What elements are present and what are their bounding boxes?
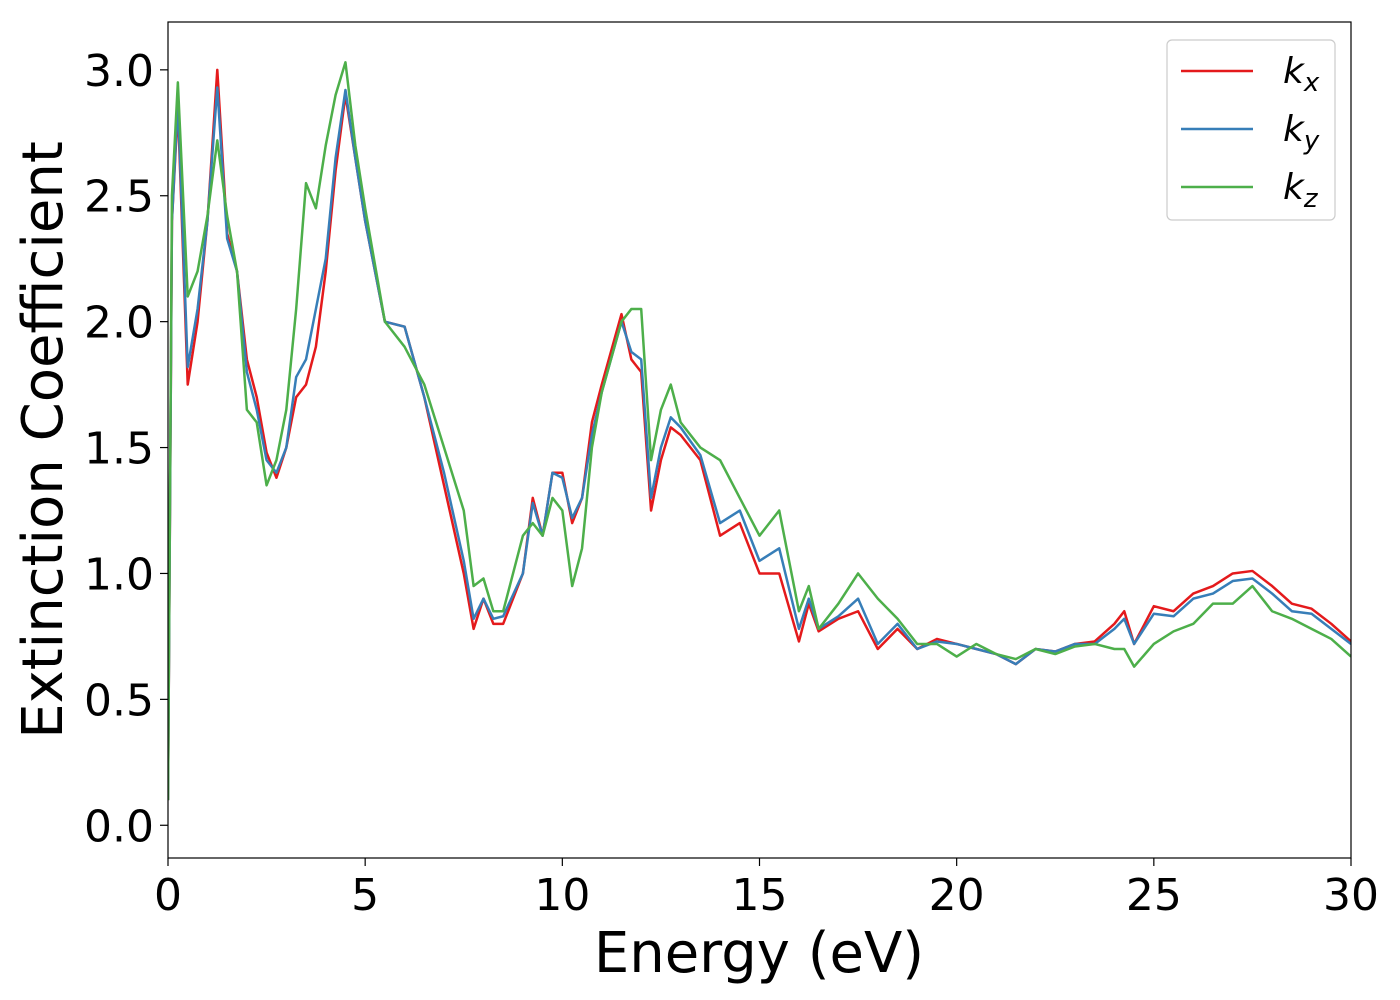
y-tick-label: 0.0 [84,801,154,852]
y-axis-label: Extinction Coefficient [11,141,76,739]
y-tick-label: 1.0 [84,549,154,600]
y-tick-label: 3.0 [84,46,154,97]
x-tick-label: 5 [351,870,379,921]
x-tick-label: 20 [929,870,985,921]
series-line [168,86,1351,801]
x-tick-label: 0 [154,870,182,921]
x-tick-label: 25 [1126,870,1182,921]
y-tick-label: 0.5 [84,675,154,726]
legend-label: kx [1283,51,1320,98]
x-tick-label: 15 [732,870,788,921]
plot-lines [168,61,1351,801]
x-tick-label: 30 [1323,870,1379,921]
x-tick-label: 10 [534,870,590,921]
series-line [168,61,1351,801]
legend-label: kz [1283,167,1319,214]
legend-label: ky [1283,109,1320,156]
y-tick-label: 1.5 [84,424,154,475]
y-tick-label: 2.5 [84,172,154,223]
series-line [168,68,1351,801]
x-axis-label: Energy (eV) [594,921,924,986]
y-tick-label: 2.0 [84,298,154,349]
